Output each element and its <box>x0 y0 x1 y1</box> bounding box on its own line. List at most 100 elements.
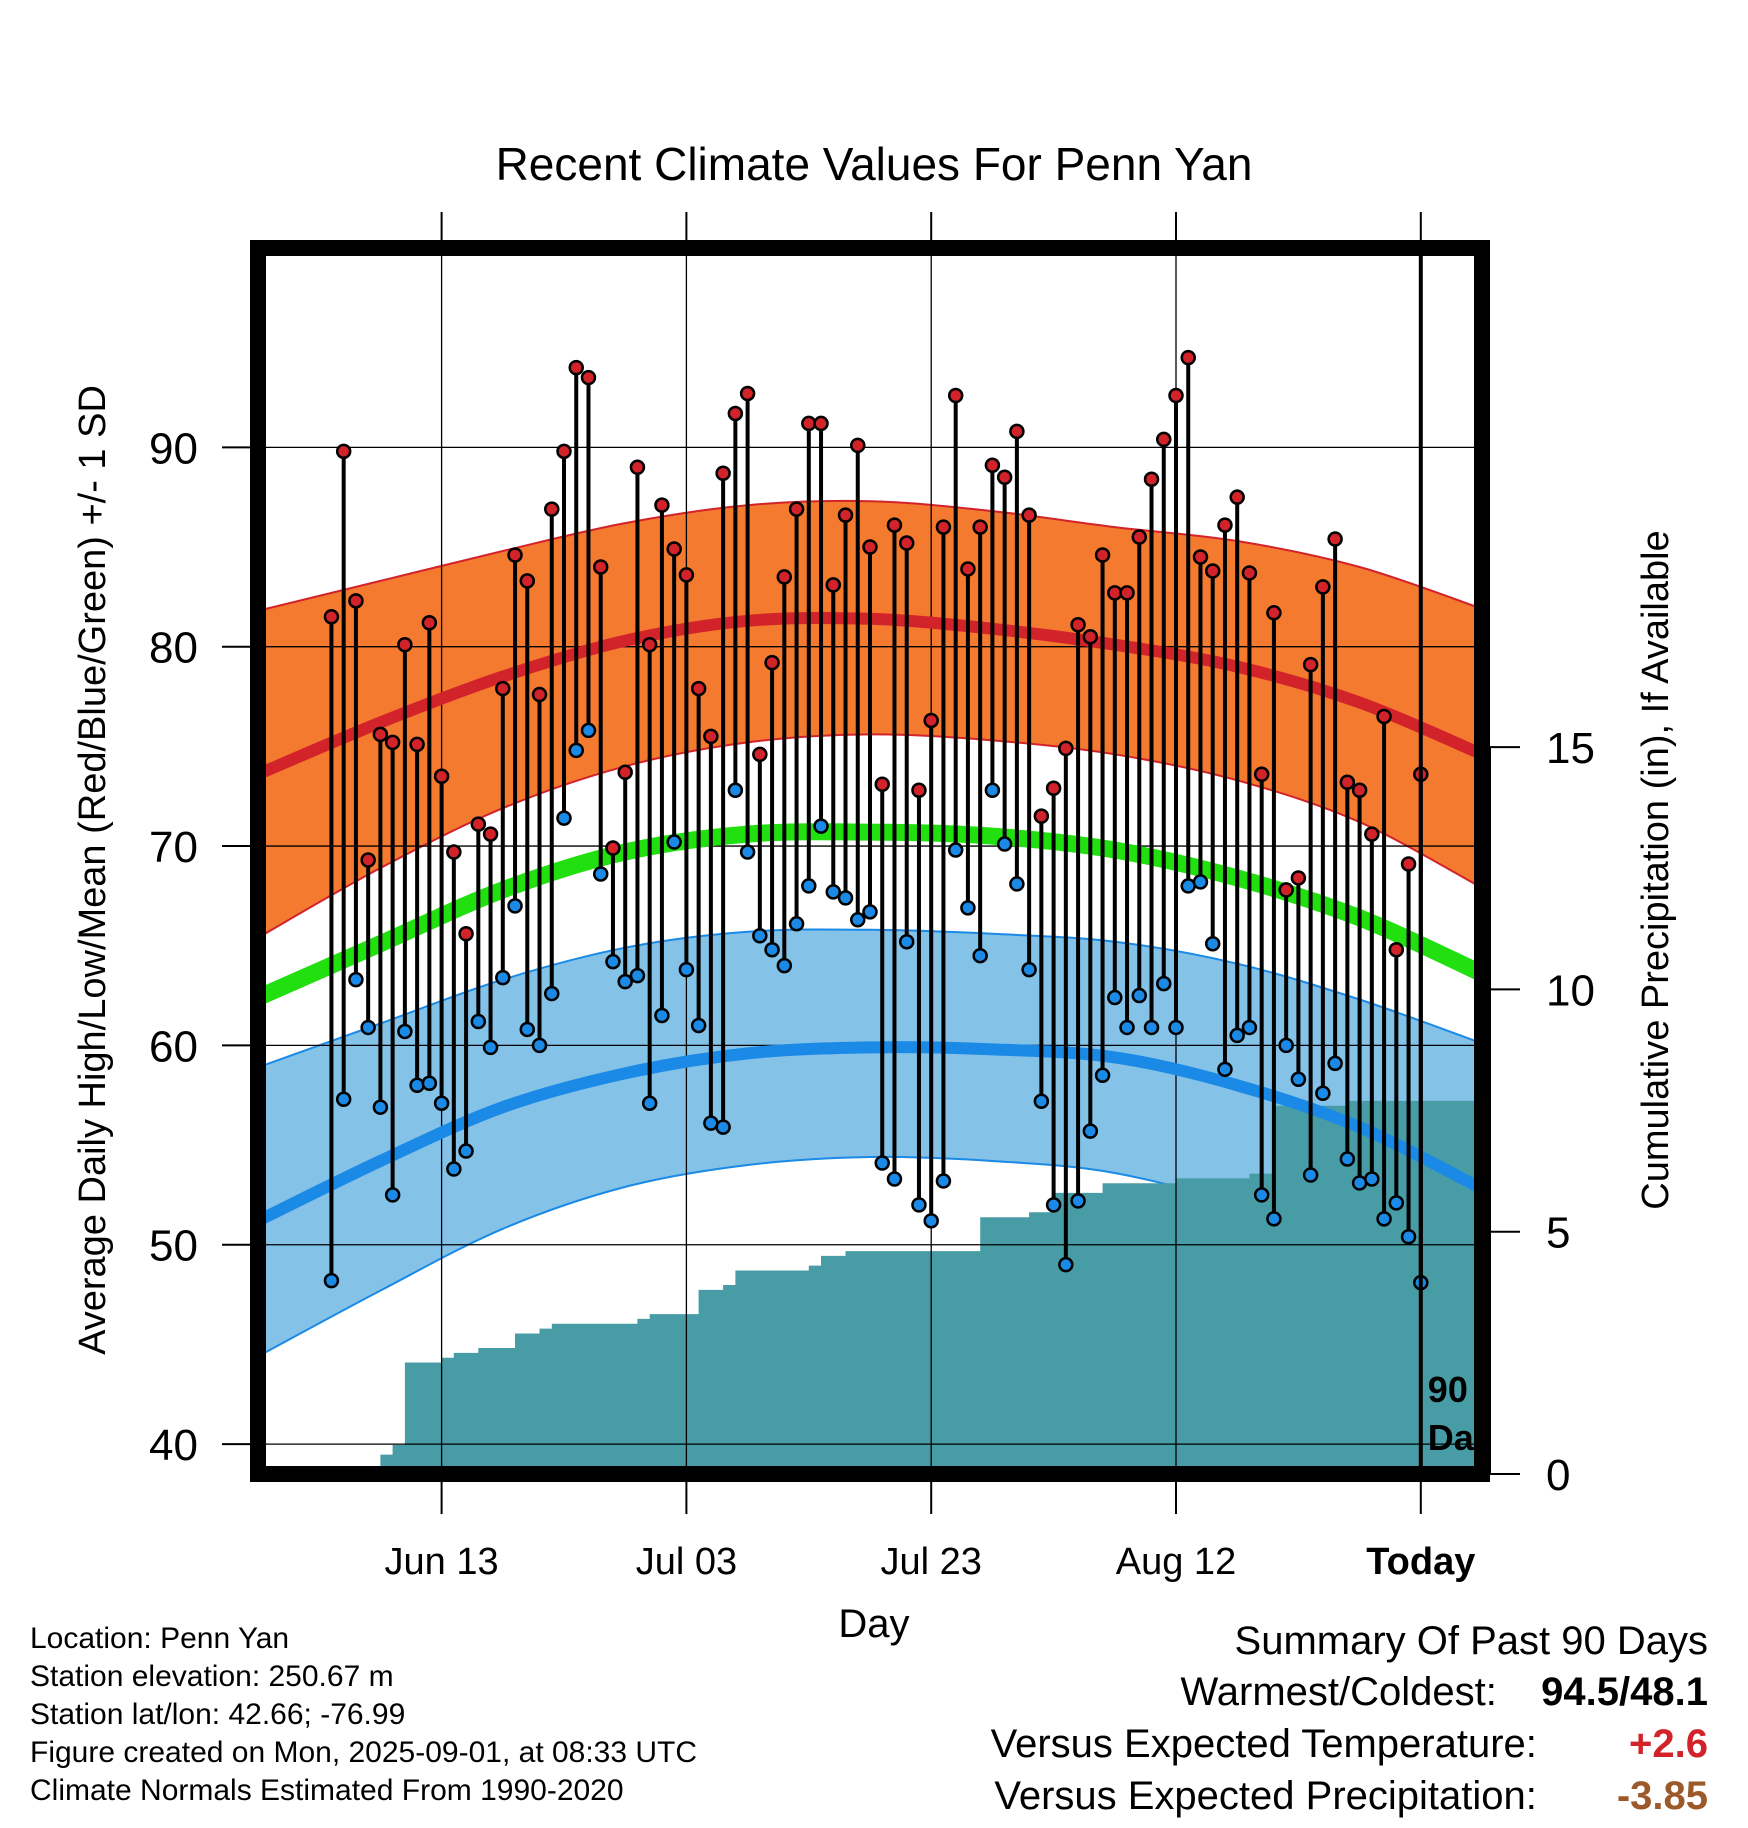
summary-temp-value: +2.6 <box>1629 1722 1708 1766</box>
high-temp-point <box>335 443 352 460</box>
low-temp-point <box>898 933 915 950</box>
low-temp-point <box>654 1007 670 1024</box>
low-temp-point <box>544 985 560 1002</box>
high-temp-point <box>935 519 952 535</box>
high-temp-point <box>458 926 474 942</box>
high-temp-point <box>1119 585 1135 601</box>
summary-precip-label: Versus Expected Precipitation: <box>994 1774 1537 1818</box>
high-temp-point <box>666 541 682 557</box>
high-temp-point <box>580 369 597 386</box>
low-temp-point <box>752 928 768 944</box>
high-temp-point <box>678 567 695 583</box>
low-temp-point <box>1339 1151 1356 1167</box>
high-temp-point <box>1376 708 1392 725</box>
high-temp-point <box>446 844 462 860</box>
y-axis-label-left: Average Daily High/Low/Mean (Red/Blue/Gr… <box>72 385 114 1355</box>
low-temp-point <box>715 1119 731 1135</box>
y-tick-label-left: 40 <box>149 1421 198 1470</box>
info-location: Location: Penn Yan <box>30 1622 290 1655</box>
low-temp-point <box>886 1171 903 1187</box>
high-temp-point <box>1094 547 1111 563</box>
high-temp-point <box>323 609 340 625</box>
high-temp-point <box>1388 941 1405 958</box>
y-tick-label-left: 80 <box>149 624 198 673</box>
low-temp-point <box>911 1197 927 1213</box>
high-temp-point <box>837 507 854 523</box>
low-temp-point <box>348 971 364 988</box>
low-temp-point <box>458 1143 474 1159</box>
summary-warm-cold-value: 94.5/48.1 <box>1541 1670 1708 1714</box>
high-temp-point <box>850 437 866 454</box>
high-temp-point <box>592 559 609 575</box>
low-temp-point <box>1278 1037 1294 1054</box>
low-temp-point <box>1021 961 1037 978</box>
plot-area: 90 Days <box>258 248 1514 1474</box>
x-tick-label: Jul 03 <box>636 1541 737 1583</box>
high-temp-point <box>1168 387 1184 404</box>
high-temp-point <box>1009 423 1025 440</box>
low-temp-point <box>1045 1197 1062 1213</box>
high-temp-point <box>1266 605 1282 621</box>
low-temp-point <box>935 1173 952 1189</box>
high-temp-point <box>972 519 988 535</box>
high-temp-point <box>629 459 646 476</box>
high-temp-point <box>960 561 976 577</box>
high-temp-point <box>923 712 939 729</box>
high-temp-point <box>1302 656 1319 673</box>
low-temp-point <box>874 1155 890 1171</box>
low-temp-point <box>1388 1195 1405 1211</box>
days-marker-label: Days <box>1428 1417 1514 1458</box>
y-tick-label-right: 0 <box>1546 1451 1570 1500</box>
low-temp-point <box>605 953 621 970</box>
low-temp-point <box>1253 1187 1270 1203</box>
low-temp-point <box>1192 874 1209 890</box>
low-temp-point <box>984 782 1001 798</box>
low-temp-point <box>923 1213 939 1229</box>
high-temp-point <box>360 852 376 868</box>
low-temp-point <box>335 1091 352 1107</box>
high-temp-point <box>703 728 719 745</box>
high-temp-point <box>886 517 903 533</box>
y-tick-label-left: 60 <box>149 1022 198 1071</box>
high-temp-point <box>1021 507 1037 523</box>
high-temp-point <box>1217 517 1233 533</box>
high-temp-point <box>1033 808 1050 824</box>
high-temp-point <box>764 654 780 671</box>
high-temp-point <box>776 569 793 585</box>
low-temp-point <box>360 1019 376 1036</box>
high-temp-point <box>1192 549 1209 565</box>
high-temp-point <box>1400 856 1417 872</box>
y-tick-label-left: 70 <box>149 823 198 872</box>
high-temp-point <box>384 734 401 751</box>
low-temp-point <box>1009 876 1025 892</box>
high-temp-point <box>1229 489 1245 505</box>
low-temp-point <box>580 722 597 739</box>
low-temp-point <box>1364 1171 1380 1187</box>
low-temp-point <box>1070 1193 1086 1209</box>
high-temp-point <box>1315 579 1331 595</box>
high-temp-point <box>421 615 438 631</box>
y-tick-label-right: 15 <box>1546 724 1595 773</box>
high-temp-point <box>752 746 768 763</box>
high-temp-point <box>482 826 499 842</box>
high-temp-point <box>788 501 805 517</box>
low-temp-point <box>446 1161 462 1177</box>
high-temp-point <box>898 535 915 551</box>
low-temp-point <box>323 1272 340 1289</box>
low-temp-point <box>1266 1211 1282 1227</box>
x-tick-label: Today <box>1366 1541 1475 1583</box>
low-temp-point <box>507 898 523 914</box>
low-temp-point <box>960 900 976 916</box>
low-temp-point <box>372 1099 389 1115</box>
low-temp-point <box>1107 989 1123 1006</box>
high-temp-point <box>409 736 425 753</box>
high-temp-point <box>531 686 548 703</box>
high-temp-point <box>1180 349 1196 366</box>
low-temp-point <box>568 742 584 759</box>
summary-temp-label: Versus Expected Temperature: <box>990 1722 1537 1766</box>
high-temp-point <box>727 405 744 422</box>
info-elevation: Station elevation: 250.67 m <box>30 1660 394 1693</box>
low-temp-point <box>727 782 744 798</box>
low-temp-point <box>678 961 695 978</box>
info-latlon: Station lat/lon: 42.66; -76.99 <box>30 1698 406 1731</box>
